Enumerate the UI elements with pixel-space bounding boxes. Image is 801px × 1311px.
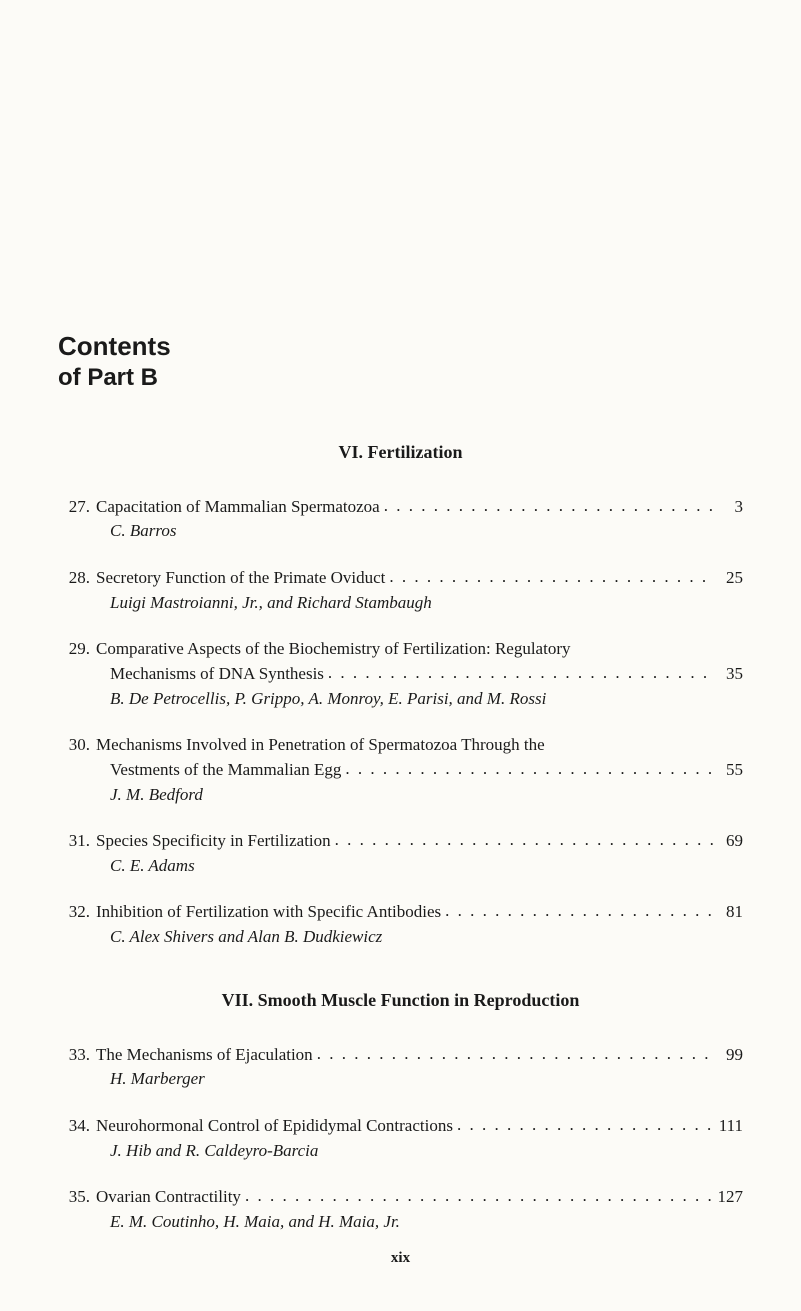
- toc-entry: 33.The Mechanisms of Ejaculation. . . . …: [58, 1043, 743, 1092]
- entry-number: 34.: [58, 1114, 90, 1139]
- entry-authors: C. Barros: [110, 519, 743, 544]
- toc-container: VI. Fertilization27.Capacitation of Mamm…: [58, 442, 743, 1235]
- entry-title-line: 33.The Mechanisms of Ejaculation: [110, 1043, 313, 1068]
- entry-page: 127: [715, 1185, 743, 1210]
- toc-entry: 34. Neurohormonal Control of Epididymal C…: [58, 1114, 743, 1163]
- entry-title-line: Vestments of the Mammalian Egg: [110, 758, 341, 783]
- entry-title-text: Secretory Function of the Primate Oviduc…: [96, 568, 385, 587]
- entry-authors: J. M. Bedford: [110, 783, 743, 808]
- entry-title-text: Species Specificity in Fertilization: [96, 831, 331, 850]
- entry-dot-row: Mechanisms of DNA Synthesis. . . . . . .…: [110, 662, 743, 687]
- entry-number: 30.: [58, 733, 90, 758]
- leader-dots: . . . . . . . . . . . . . . . . . . . . …: [380, 494, 715, 519]
- entry-number: 28.: [58, 566, 90, 591]
- entry-page: 35: [715, 662, 743, 687]
- contents-title: Contents: [58, 330, 743, 364]
- entry-title-line: 31.Species Specificity in Fertilization: [110, 829, 331, 854]
- entry-title-pre: 30.Mechanisms Involved in Penetration of…: [110, 733, 743, 758]
- entry-page: 81: [715, 900, 743, 925]
- section-heading: VI. Fertilization: [58, 442, 743, 463]
- entry-page: 25: [715, 566, 743, 591]
- entry-dot-row: 32.Inhibition of Fertilization with Spec…: [110, 900, 743, 925]
- entry-dot-row: 31.Species Specificity in Fertilization.…: [110, 829, 743, 854]
- toc-entry: 35.Ovarian Contractility. . . . . . . . …: [58, 1185, 743, 1234]
- entry-authors: E. M. Coutinho, H. Maia, and H. Maia, Jr…: [110, 1210, 743, 1235]
- entry-page: 99: [715, 1043, 743, 1068]
- entry-page: 3: [715, 495, 743, 520]
- leader-dots: . . . . . . . . . . . . . . . . . . . . …: [324, 661, 715, 686]
- entry-title-text: The Mechanisms of Ejaculation: [96, 1045, 313, 1064]
- entry-title-text: Inhibition of Fertilization with Specifi…: [96, 902, 441, 921]
- entry-title-text: Neurohormonal Control of Epididymal Cont…: [96, 1116, 453, 1135]
- section-heading: VII. Smooth Muscle Function in Reproduct…: [58, 990, 743, 1011]
- toc-entry: 31.Species Specificity in Fertilization.…: [58, 829, 743, 878]
- entry-authors: B. De Petrocellis, P. Grippo, A. Monroy,…: [110, 687, 743, 712]
- entry-dot-row: Vestments of the Mammalian Egg. . . . . …: [110, 758, 743, 783]
- entry-title-text: Capacitation of Mammalian Spermatozoa: [96, 497, 380, 516]
- entry-authors: H. Marberger: [110, 1067, 743, 1092]
- entry-number: 27.: [58, 495, 90, 520]
- entry-number: 33.: [58, 1043, 90, 1068]
- header-block: Contents of Part B: [58, 330, 743, 392]
- entry-number: 35.: [58, 1185, 90, 1210]
- toc-entry: 28. Secretory Function of the Primate Ovi…: [58, 566, 743, 615]
- entry-authors: C. E. Adams: [110, 854, 743, 879]
- entry-dot-row: 35.Ovarian Contractility. . . . . . . . …: [110, 1185, 743, 1210]
- toc-entry: 27.Capacitation of Mammalian Spermatozoa…: [58, 495, 743, 544]
- leader-dots: . . . . . . . . . . . . . . . . . . . . …: [331, 828, 715, 853]
- leader-dots: . . . . . . . . . . . . . . . . . . . . …: [341, 757, 715, 782]
- page-footer: xix: [0, 1250, 801, 1267]
- leader-dots: . . . . . . . . . . . . . . . . . . . . …: [241, 1184, 715, 1209]
- leader-dots: . . . . . . . . . . . . . . . . . . . . …: [441, 899, 715, 924]
- entry-title-line: Mechanisms of DNA Synthesis: [110, 662, 324, 687]
- entry-title-line: 35.Ovarian Contractility: [110, 1185, 241, 1210]
- entry-page: 55: [715, 758, 743, 783]
- leader-dots: . . . . . . . . . . . . . . . . . . . . …: [385, 565, 715, 590]
- toc-entry: 30. Mechanisms Involved in Penetration of…: [58, 733, 743, 807]
- entry-title-line: 32.Inhibition of Fertilization with Spec…: [110, 900, 441, 925]
- entry-number: 29.: [58, 637, 90, 662]
- part-subtitle: of Part B: [58, 364, 743, 392]
- entry-authors: C. Alex Shivers and Alan B. Dudkiewicz: [110, 925, 743, 950]
- entry-title-text: Comparative Aspects of the Biochemistry …: [96, 639, 570, 658]
- leader-dots: . . . . . . . . . . . . . . . . . . . . …: [313, 1042, 715, 1067]
- entry-title-text: Ovarian Contractility: [96, 1187, 241, 1206]
- entry-page: 69: [715, 829, 743, 854]
- leader-dots: . . . . . . . . . . . . . . . . . . . . …: [453, 1113, 715, 1138]
- entry-title-line: 27.Capacitation of Mammalian Spermatozoa: [110, 495, 380, 520]
- entry-dot-row: 33.The Mechanisms of Ejaculation. . . . …: [110, 1043, 743, 1068]
- entry-dot-row: 34.Neurohormonal Control of Epididymal C…: [110, 1114, 743, 1139]
- entry-title-line: 28.Secretory Function of the Primate Ovi…: [110, 566, 385, 591]
- entry-page: 111: [715, 1114, 743, 1139]
- entry-dot-row: 27.Capacitation of Mammalian Spermatozoa…: [110, 495, 743, 520]
- entry-authors: Luigi Mastroianni, Jr., and Richard Stam…: [110, 591, 743, 616]
- entry-title-text: Mechanisms Involved in Penetration of Sp…: [96, 735, 545, 754]
- entry-dot-row: 28.Secretory Function of the Primate Ovi…: [110, 566, 743, 591]
- toc-entry: 29. Comparative Aspects of the Biochemist…: [58, 637, 743, 711]
- entry-title-pre: 29.Comparative Aspects of the Biochemist…: [110, 637, 743, 662]
- entry-number: 32.: [58, 900, 90, 925]
- entry-number: 31.: [58, 829, 90, 854]
- entry-authors: J. Hib and R. Caldeyro-Barcia: [110, 1139, 743, 1164]
- entry-title-line: 34.Neurohormonal Control of Epididymal C…: [110, 1114, 453, 1139]
- toc-entry: 32. Inhibition of Fertilization with Spec…: [58, 900, 743, 949]
